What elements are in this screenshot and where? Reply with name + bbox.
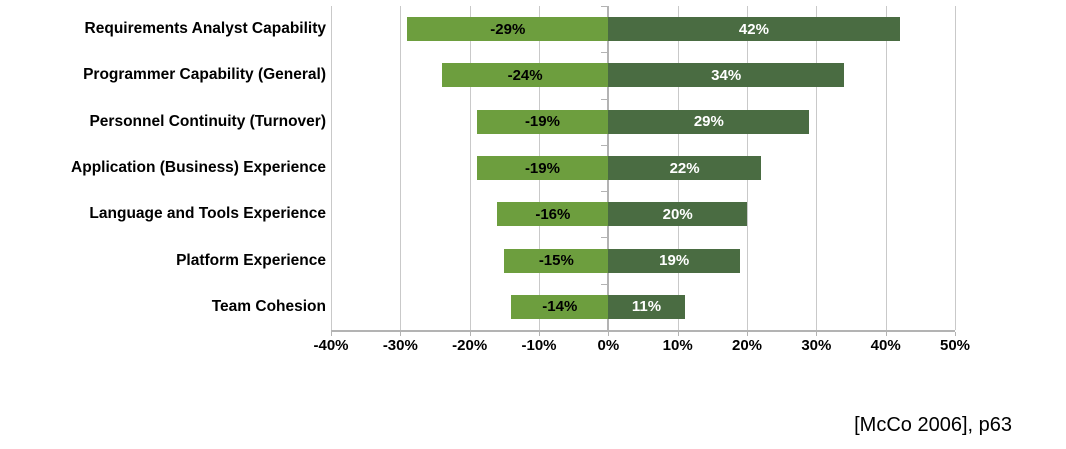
x-axis-tick [608,332,610,336]
bar-value-label: -29% [490,20,526,38]
x-axis-tick [955,332,956,336]
citation-text: [McCo 2006], p63 [854,414,1012,436]
negative-bar: -24% [441,63,609,88]
bar-value-label: 42% [738,20,769,38]
category-axis-tick [601,237,609,238]
positive-bar: 11% [608,294,685,319]
negative-bar: -16% [497,202,609,227]
x-axis-tick [469,332,471,336]
positive-bar: 20% [608,202,747,227]
category-axis-tick [601,145,609,146]
plot-area: -29% 42% -24% 34% -19% 29% -19% 22% -16% 20% -15% 1… [331,6,956,331]
category-label: Platform Experience [176,251,326,269]
x-axis-line [331,330,955,332]
category-axis-tick [601,6,609,7]
bar-value-label: 11% [631,298,662,316]
negative-bar: -15% [504,248,609,273]
positive-bar: 42% [608,17,900,42]
positive-bar: 22% [608,156,761,180]
bar-value-label: 29% [693,113,724,131]
gridline [469,6,471,330]
category-label: Programmer Capability (General) [83,66,326,84]
category-axis-tick [601,191,609,192]
bar-value-label: -15% [538,252,574,270]
x-axis-tick-label: -20% [452,337,488,354]
positive-bar: 34% [608,63,845,88]
bar-value-label: 34% [711,66,742,84]
bar-value-label: -24% [507,66,543,84]
negative-bar: -19% [476,109,609,134]
gridline [816,6,818,330]
x-axis-tick [816,332,818,336]
gridline [955,6,956,330]
bar-value-label: -14% [542,298,578,316]
x-axis-tick [400,332,402,336]
bar-value-label: -19% [524,159,560,177]
category-label: Personnel Continuity (Turnover) [89,112,326,130]
bar-value-label: -16% [535,205,571,223]
gridline [885,6,887,330]
x-axis-tick-label: 50% [939,337,971,354]
category-axis-tick [601,52,609,53]
bar-value-label: 20% [662,205,693,223]
x-axis-tick-label: 20% [731,337,763,354]
category-axis-tick [601,284,609,285]
x-axis-tick [747,332,748,336]
category-axis-tick [601,99,609,100]
bar-value-label: 22% [669,159,700,177]
x-axis-tick-label: 10% [662,337,693,354]
x-axis-tick-label: 0% [597,337,620,354]
bar-value-label: -19% [524,113,560,131]
x-axis-tick-label: -40% [313,337,349,354]
x-axis-tick [677,332,679,336]
x-axis-tick [885,332,887,336]
negative-bar: -29% [407,17,609,42]
gridline [400,6,402,330]
x-axis-tick [331,332,332,336]
category-label: Language and Tools Experience [89,205,326,223]
category-label: Requirements Analyst Capability [84,20,326,38]
negative-bar: -19% [476,156,609,180]
x-axis-tick-label: 30% [801,337,832,354]
x-axis-tick-label: -10% [521,337,557,354]
gridline [331,6,332,330]
category-label: Application (Business) Experience [71,159,326,176]
positive-bar: 19% [608,248,741,273]
bar-value-label: 19% [659,252,690,270]
category-label: Team Cohesion [211,297,326,315]
x-axis-tick-label: 40% [870,337,901,354]
x-axis-tick-label: -30% [382,337,418,354]
x-axis-tick [539,332,540,336]
negative-bar: -14% [511,294,609,319]
positive-bar: 29% [608,109,810,134]
